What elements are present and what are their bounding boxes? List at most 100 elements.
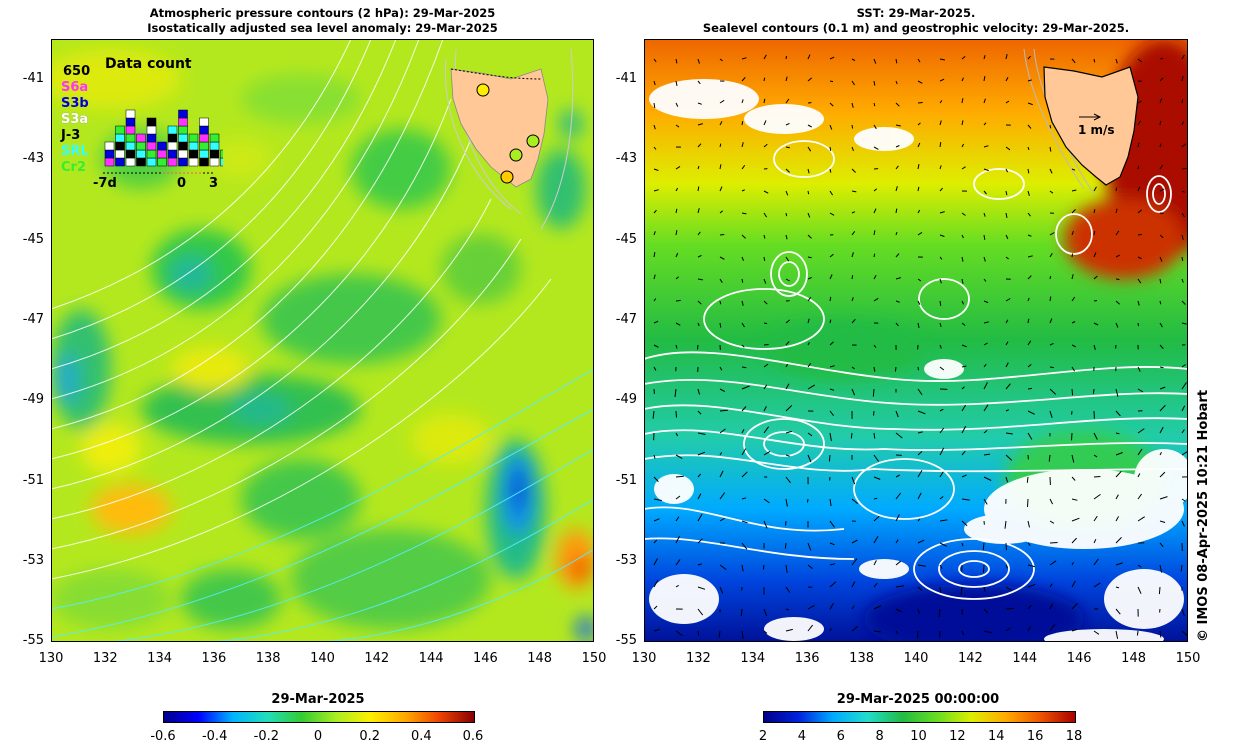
- velocity-arrow: [851, 58, 856, 62]
- velocity-arrow: [741, 542, 748, 550]
- velocity-arrow: [873, 630, 882, 633]
- velocity-arrow: [873, 297, 879, 302]
- velocity-arrow: [1005, 627, 1012, 632]
- velocity-arrow: [1027, 234, 1032, 237]
- velocity-arrow: [653, 476, 659, 482]
- velocity-arrow: [1049, 388, 1057, 395]
- right-colorbar-title: 29-Mar-2025 00:00:00: [836, 692, 1000, 707]
- velocity-arrow: [917, 231, 923, 236]
- velocity-arrow: [653, 518, 660, 522]
- colorbar-tick: 12: [949, 729, 966, 744]
- velocity-arrow: [1137, 388, 1144, 393]
- velocity-arrow: [741, 344, 745, 348]
- velocity-arrow: [1181, 405, 1186, 412]
- right-lat-tick: -49: [615, 392, 637, 408]
- velocity-arrow: [785, 383, 790, 390]
- velocity-arrow: [675, 475, 684, 478]
- velocity-arrow: [1027, 318, 1030, 324]
- velocity-arrow: [653, 124, 656, 130]
- velocity-arrow: [675, 165, 681, 170]
- velocity-arrow: [873, 102, 876, 107]
- velocity-arrow: [719, 470, 724, 478]
- velocity-arrow: [1093, 58, 1096, 63]
- velocity-arrow: [763, 406, 767, 412]
- velocity-arrow: [917, 451, 923, 456]
- colorbar-tick: 4: [797, 729, 807, 744]
- velocity-arrow: [961, 143, 965, 148]
- left-lat-tick: -55: [22, 633, 44, 649]
- sst-map[interactable]: 1 m/s: [644, 39, 1188, 642]
- velocity-arrow: [983, 586, 986, 592]
- velocity-arrow: [807, 342, 810, 346]
- velocity-arrow: [1027, 583, 1036, 588]
- velocity-arrow: [1137, 366, 1141, 372]
- tide-gauge-marker[interactable]: [509, 148, 523, 162]
- velocity-arrow: [1005, 476, 1009, 483]
- velocity-arrow: [1071, 580, 1076, 588]
- velocity-arrow: [829, 520, 835, 528]
- velocity-arrow: [983, 55, 986, 60]
- velocity-arrow: [828, 454, 831, 462]
- velocity-arrow: [653, 102, 656, 108]
- velocity-arrow: [653, 605, 658, 610]
- velocity-arrow: [851, 558, 858, 566]
- velocity-arrow: [851, 102, 854, 108]
- velocity-arrow: [675, 58, 678, 64]
- velocity-arrow: [983, 404, 989, 412]
- right-lon-tick: 134: [740, 651, 766, 666]
- tide-gauge-marker[interactable]: [500, 170, 514, 184]
- velocity-arrow: [895, 322, 899, 327]
- tide-gauge-marker[interactable]: [476, 83, 490, 97]
- velocity-arrow: [895, 145, 900, 148]
- velocity-arrow: [895, 514, 900, 522]
- velocity-arrow: [719, 452, 723, 456]
- tasmania-land-sst: [1043, 66, 1139, 186]
- velocity-arrow: [785, 430, 793, 434]
- right-lon-tick: 148: [1121, 651, 1146, 666]
- velocity-arrow: [961, 278, 964, 284]
- tide-gauge-marker[interactable]: [526, 134, 540, 148]
- velocity-arrow: [1181, 76, 1184, 82]
- sea-level-anomaly-map[interactable]: [51, 39, 594, 642]
- velocity-arrow: [829, 253, 834, 258]
- velocity-arrow: [697, 80, 701, 85]
- velocity-arrow: [873, 582, 878, 588]
- velocity-arrow: [719, 58, 723, 62]
- velocity-arrow: [961, 425, 967, 434]
- velocity-arrow: [763, 363, 769, 368]
- right-lat-tick: -41: [615, 71, 637, 86]
- velocity-arrow: [1093, 432, 1098, 440]
- velocity-arrow: [961, 166, 966, 170]
- velocity-arrow: [1049, 342, 1054, 346]
- velocity-arrow: [697, 186, 700, 192]
- velocity-arrow: [829, 410, 834, 417]
- velocity-arrow: [1049, 542, 1058, 544]
- velocity-arrow: [1115, 58, 1118, 64]
- velocity-arrow: [851, 211, 856, 214]
- velocity-arrow: [785, 76, 788, 82]
- velocity-arrow: [741, 429, 745, 434]
- velocity-arrow: [983, 168, 989, 172]
- velocity-arrow: [719, 186, 723, 192]
- velocity-arrow: [1137, 516, 1145, 522]
- velocity-arrow: [1093, 186, 1097, 192]
- velocity-arrow: [1071, 561, 1074, 566]
- velocity-arrow: [1093, 344, 1096, 350]
- velocity-arrow: [675, 535, 681, 544]
- left-lon-tick: 132: [92, 651, 118, 666]
- velocity-arrow: [718, 630, 721, 638]
- velocity-arrow: [1159, 404, 1166, 412]
- left-lon-tick: 146: [472, 651, 498, 666]
- velocity-arrow: [1093, 275, 1098, 280]
- velocity-arrow: [1049, 124, 1052, 129]
- velocity-arrow: [895, 432, 903, 439]
- velocity-arrow: [961, 450, 966, 456]
- velocity-arrow: [719, 256, 725, 260]
- velocity-arrow: [1071, 603, 1078, 610]
- velocity-arrow: [697, 586, 706, 590]
- velocity-arrow: [961, 77, 964, 82]
- velocity-arrow: [807, 234, 812, 239]
- velocity-arrow: [785, 564, 788, 573]
- velocity-arrow: [1159, 120, 1162, 126]
- velocity-arrow: [697, 143, 702, 148]
